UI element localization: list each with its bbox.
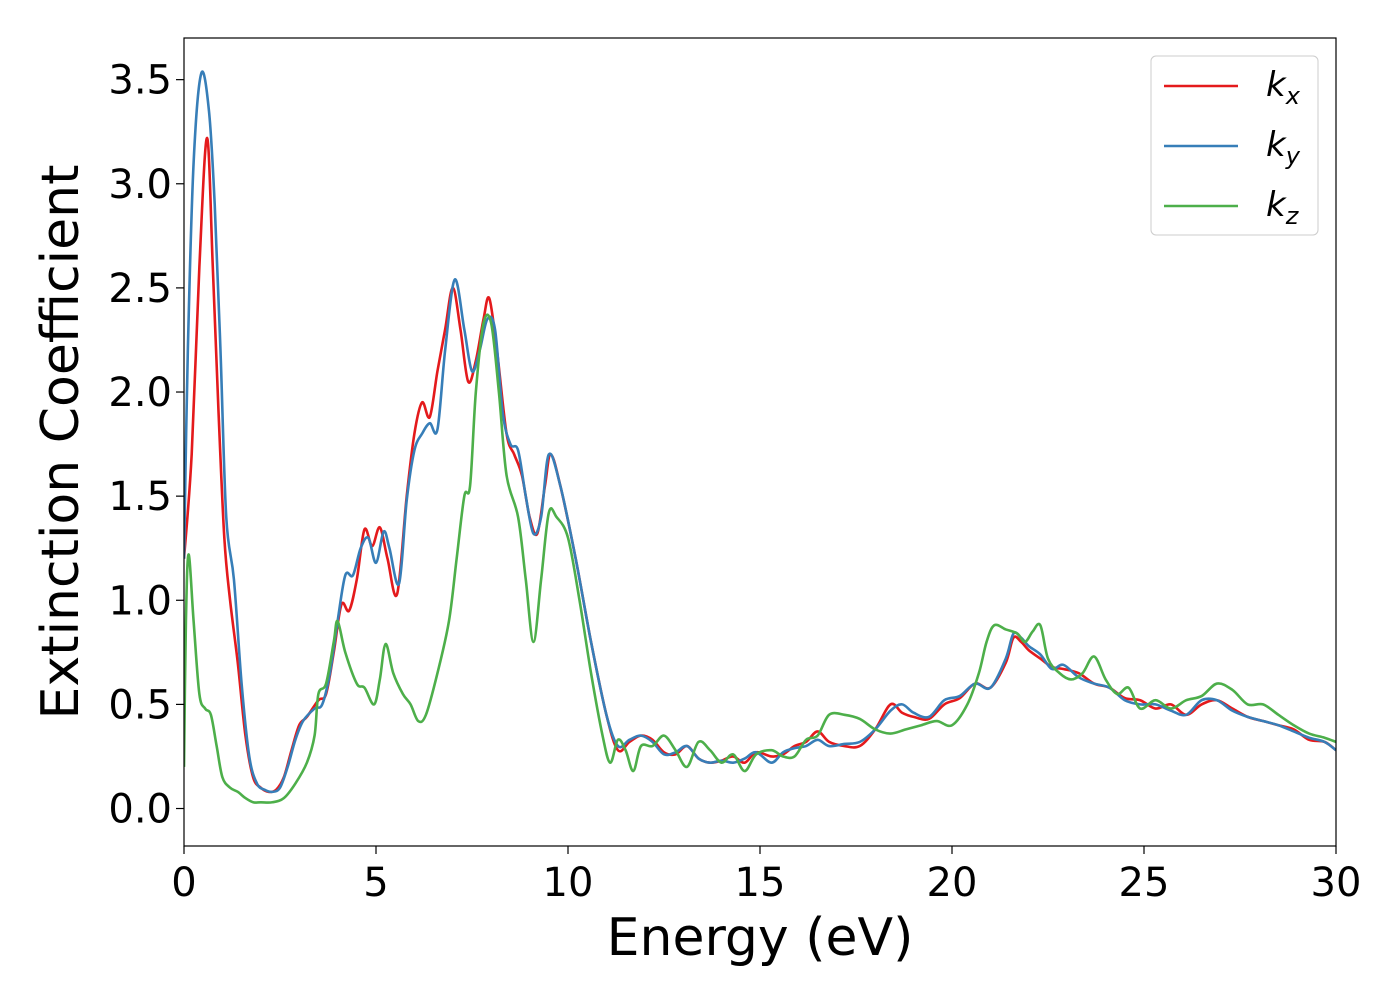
y-tick-label: 3.0 — [108, 162, 172, 208]
series-line-k-z — [184, 313, 1336, 804]
legend-label-k-x: kx — [1266, 65, 1301, 110]
x-axis-title: Energy (eV) — [607, 908, 914, 968]
y-tick-label: 2.0 — [108, 370, 172, 416]
legend: kx ky kz — [1150, 55, 1319, 236]
y-tick-label: 1.5 — [108, 474, 172, 520]
y-tick-label: 2.5 — [108, 266, 172, 312]
series-line-k-y — [184, 70, 1336, 794]
x-tick-label: 15 — [735, 860, 786, 906]
y-tick-label: 0.0 — [108, 787, 172, 833]
legend-label-k-z: kz — [1266, 185, 1300, 230]
x-tick-label: 5 — [363, 860, 388, 906]
series-line-k-x — [184, 136, 1336, 794]
x-tick-label: 25 — [1119, 860, 1170, 906]
y-axis-ticks: 0.0 0.5 1.0 1.5 2.0 2.5 3.0 3.5 — [108, 58, 184, 833]
y-axis-title: Extinction Coefficient — [31, 165, 91, 720]
y-tick-label: 1.0 — [108, 578, 172, 624]
legend-label-k-y: ky — [1266, 125, 1301, 170]
y-tick-label: 0.5 — [108, 682, 172, 728]
x-axis-ticks: 0 5 10 15 20 25 30 — [171, 846, 1361, 906]
series-layer — [184, 70, 1336, 804]
x-tick-label: 10 — [543, 860, 594, 906]
x-tick-label: 20 — [927, 860, 978, 906]
y-tick-label: 3.5 — [108, 58, 172, 104]
x-tick-label: 0 — [171, 860, 196, 906]
x-tick-label: 30 — [1311, 860, 1362, 906]
